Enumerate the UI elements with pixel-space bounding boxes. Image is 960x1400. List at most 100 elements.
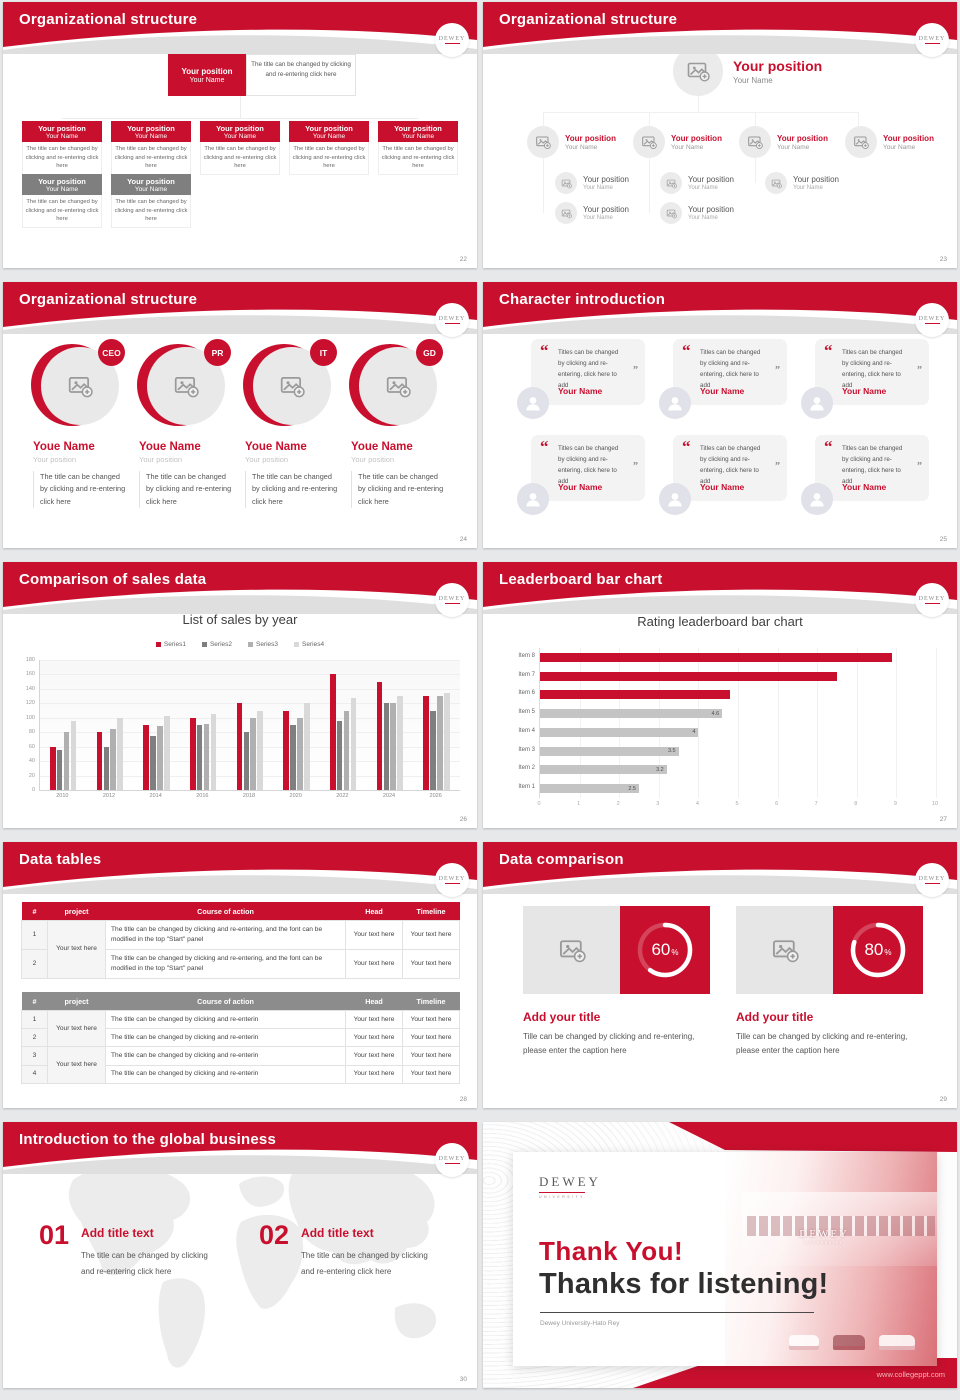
data-table-gray: # project Course of action Head Timeline…	[21, 992, 460, 1084]
thanks-for-listening-heading: Thanks for listening!	[539, 1268, 829, 1300]
name-label: Your Name	[842, 482, 887, 492]
slide-29-data-comparison[interactable]: Data comparison DEWEY	[483, 842, 957, 1108]
legend-label: Series3	[256, 641, 279, 648]
cell-course: The title can be changed by clicking and…	[105, 1028, 346, 1048]
building-sign-text: DEWEY	[799, 1228, 849, 1240]
position-label: Your position	[688, 175, 734, 184]
gridline	[619, 648, 621, 798]
bar-Series2-2026	[430, 710, 436, 790]
slide-30-introduction-global-business[interactable]: Introduction to the global business DEWE…	[3, 1122, 477, 1388]
header-wave	[3, 1122, 477, 1174]
slide-header: Data tables DEWEY	[3, 842, 477, 897]
category-label: Item 3	[518, 746, 535, 753]
position-label: Your position	[565, 133, 616, 143]
image-placeholder-icon	[666, 178, 677, 189]
member-column: GD Youe Name Your position The title can be…	[349, 339, 449, 509]
name-label: Youe Name	[33, 441, 95, 453]
person-icon	[807, 489, 827, 509]
bar-Series4-2022	[350, 698, 357, 790]
column-header: Head	[345, 992, 403, 1011]
slide-title: Organizational structure	[19, 11, 198, 28]
dewey-logo-line	[444, 43, 460, 44]
slide-header: Organizational structure DEWEY	[3, 2, 477, 57]
position-label: Your position	[38, 123, 86, 133]
y-axis-tick: 0	[31, 787, 35, 793]
bar-Series4-2014	[164, 716, 170, 790]
building-sign: DEWEY UNIVERSITY	[799, 1228, 849, 1245]
dewey-logo-text: DEWEY	[438, 876, 466, 882]
open-quote-icon: “	[824, 341, 833, 360]
slide-28-data-tables[interactable]: Data tables DEWEY # project Course of ac…	[3, 842, 477, 1108]
open-quote-icon: “	[540, 437, 549, 456]
legend-label: Series4	[302, 641, 325, 648]
column-header: Course of action	[105, 902, 346, 921]
slide-title: Comparison of sales data	[19, 571, 207, 588]
name-label: Youe Name	[245, 441, 307, 453]
quote-text: Titles can be changed by clicking and re…	[558, 349, 619, 389]
page-number: 22	[459, 256, 467, 263]
org-node: Your position Your Name The title can be…	[22, 174, 102, 229]
avatar	[517, 483, 549, 515]
dewey-logo-text: DEWEY	[438, 316, 466, 322]
photo-placeholder-circle	[660, 172, 682, 194]
quote-card-row-2: “ Titles can be changed by clicking and …	[517, 435, 929, 515]
slide-27-leaderboard-bar-chart[interactable]: Leaderboard bar chart DEWEY Rating leade…	[483, 562, 957, 828]
cell-course: The title can be changed by clicking and…	[105, 1064, 346, 1084]
cell-timeline: Your text here	[402, 1046, 460, 1066]
slide-23-organizational-structure[interactable]: Organizational structure DEWEY Your	[483, 2, 957, 268]
category-label: Item 7	[518, 671, 535, 678]
org-node-text: Your position Your Name	[671, 134, 722, 151]
position-label: Your position	[394, 123, 442, 133]
role-badge: CEO	[98, 339, 125, 366]
bar-Series1-2018	[236, 703, 243, 790]
slide-header: Data comparison DEWEY	[483, 842, 957, 897]
slide-25-character-introduction[interactable]: Character introduction DEWEY “ Titles ca…	[483, 282, 957, 548]
item-number: 02	[259, 1220, 290, 1250]
chart-title: List of sales by year	[182, 612, 298, 627]
x-axis-tick: 8	[854, 801, 858, 807]
dewey-logo-text: DEWEY	[438, 36, 466, 42]
person-icon	[523, 489, 543, 509]
cell-timeline: Your text here	[402, 1064, 460, 1084]
image-placeholder-icon	[561, 178, 572, 189]
legend-swatch	[155, 642, 161, 647]
percent-sign: %	[671, 948, 679, 957]
column-header: Head	[345, 902, 403, 921]
column-header: Timeline	[402, 992, 460, 1011]
credit-text: Dewey University-Hato Rey	[540, 1320, 620, 1327]
photo-placeholder-circle	[739, 126, 771, 158]
photo-placeholder-circle	[765, 172, 787, 194]
page-number: 27	[939, 816, 947, 823]
slide-31-thank-you[interactable]: DEWEY UNIVERSITY DEWEY UNIVERSITY Thank …	[483, 1122, 957, 1388]
member-note: The title can be changed by clicking and…	[351, 471, 444, 509]
avatar	[801, 387, 833, 419]
photo-placeholder-circle	[673, 46, 723, 96]
page-number: 26	[459, 816, 467, 823]
name-label: Your Name	[401, 132, 435, 140]
item-note: The title can be changed by clicking and…	[301, 1251, 428, 1276]
image-placeholder-icon	[535, 134, 551, 150]
slide-26-comparison-of-sales-data[interactable]: Comparison of sales data DEWEY List of s…	[3, 562, 477, 828]
org-connector	[62, 118, 418, 119]
quote-card: “ Titles can be changed by clicking and …	[801, 435, 929, 515]
org-level3-row-1: Your position Your Name Your position Yo…	[555, 172, 860, 194]
cell-head: Your text here	[345, 1009, 403, 1030]
bar-Series3-2018	[250, 717, 256, 790]
x-axis-tick: 10	[931, 801, 939, 807]
org-connector	[698, 96, 699, 112]
slide-24-organizational-structure[interactable]: Organizational structure DEWEY CEO Youe N…	[3, 282, 477, 548]
name-label: Your Name	[134, 185, 168, 193]
slide-thumbnail-cell: Data comparison DEWEY	[480, 840, 960, 1120]
sales-bar-chart	[39, 660, 460, 791]
bar-Item 3: 3.5	[540, 746, 679, 756]
legend-swatch	[294, 642, 300, 647]
category-label: Item 1	[518, 784, 535, 791]
org-node-header: Your position Your Name	[111, 121, 191, 142]
member-photo: PR	[137, 339, 231, 428]
dewey-logo: DEWEY	[435, 863, 469, 897]
slide-thumbnail-cell: DEWEY UNIVERSITY DEWEY UNIVERSITY Thank …	[480, 1120, 960, 1400]
avatar	[659, 483, 691, 515]
org-node-header: Your position Your Name	[22, 174, 102, 195]
slide-thumbnail-cell: Data tables DEWEY # project Course of ac…	[0, 840, 480, 1120]
slide-22-organizational-structure[interactable]: Organizational structure DEWEY Your posi…	[3, 2, 477, 268]
